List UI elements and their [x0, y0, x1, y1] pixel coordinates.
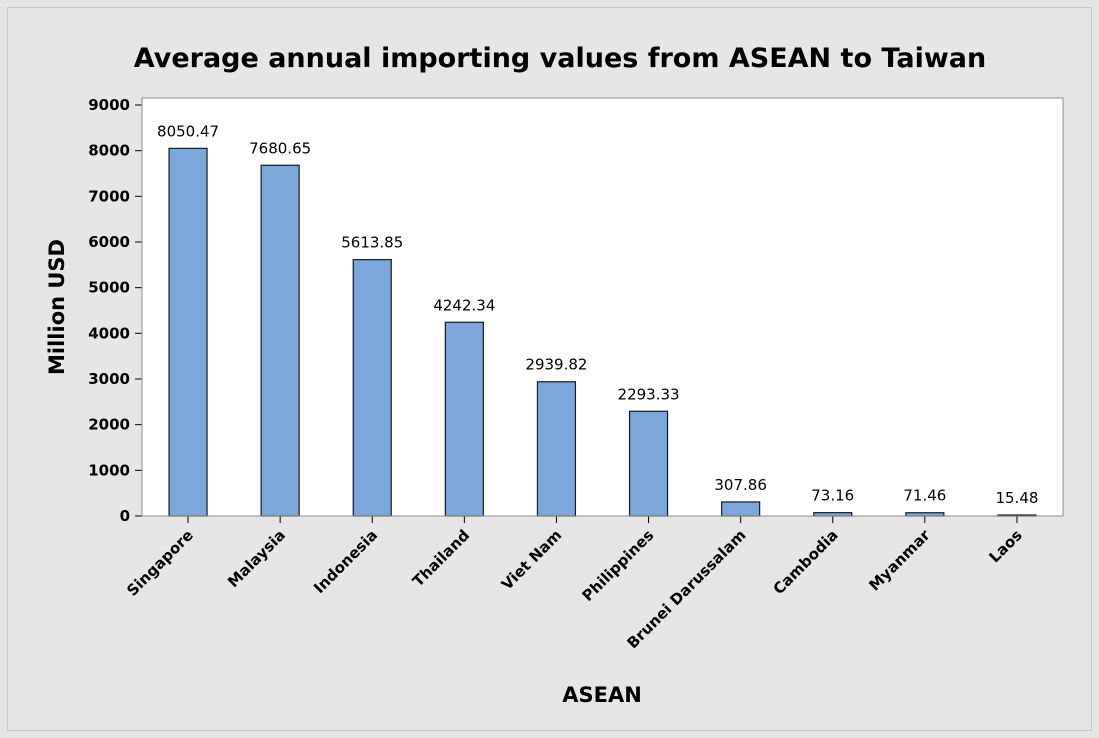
y-tick-label: 2000 [88, 416, 130, 434]
chart-title: Average annual importing values from ASE… [134, 43, 986, 74]
data-label: 307.86 [714, 476, 767, 494]
bar [721, 501, 761, 517]
data-label: 15.48 [995, 489, 1038, 507]
figure-frame [7, 7, 1092, 731]
bar [260, 164, 300, 517]
y-axis-title: Million USD [45, 239, 69, 375]
bar [628, 410, 669, 517]
y-tick-label: 1000 [88, 461, 130, 479]
bar [536, 381, 577, 517]
data-label: 2939.82 [525, 356, 587, 374]
y-tick-label: 7000 [88, 187, 130, 205]
data-label: 4242.34 [433, 296, 495, 314]
y-tick-label: 9000 [88, 96, 130, 114]
bar [444, 321, 484, 517]
data-label: 5613.85 [341, 234, 403, 252]
y-tick-label: 5000 [88, 279, 130, 297]
y-axis: 0 1000 2000 3000 4000 5000 6000 7000 8000 9000 [88, 96, 142, 525]
y-tick-label: 6000 [88, 233, 130, 251]
data-labels: 8050.47 7680.65 5613.85 4242.34 2939.82 2293.… [157, 122, 1038, 507]
data-label: 2293.33 [618, 385, 680, 403]
data-label: 7680.65 [249, 139, 311, 157]
y-tick-label: 3000 [88, 370, 130, 388]
data-label: 8050.47 [157, 122, 219, 140]
y-tick-label: 0 [120, 507, 130, 525]
bar [813, 512, 853, 517]
y-tick-label: 4000 [88, 324, 130, 342]
bar [168, 147, 208, 517]
data-label: 71.46 [903, 487, 946, 505]
data-label: 73.16 [811, 487, 854, 505]
bar [352, 259, 392, 517]
bars [168, 147, 1037, 517]
x-axis-title: ASEAN [562, 683, 642, 707]
y-tick-label: 8000 [88, 142, 130, 160]
plot-frame [141, 97, 1064, 517]
